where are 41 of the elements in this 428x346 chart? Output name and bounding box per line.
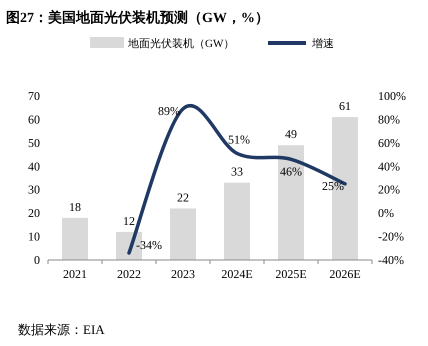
- bar: [170, 208, 196, 260]
- bar: [62, 218, 88, 260]
- y-tick-label: 0: [34, 253, 40, 267]
- y2-tick-label: 60%: [378, 136, 400, 150]
- x-tick-label: 2024E: [221, 267, 253, 281]
- bar: [278, 145, 304, 260]
- x-tick-label: 2026E: [329, 267, 361, 281]
- data-label: 12: [123, 214, 135, 228]
- y2-tick-label: 40%: [378, 159, 400, 174]
- y-tick-label: 20: [28, 206, 40, 220]
- y-tick-label: 50: [28, 136, 40, 150]
- data-label: 22: [177, 190, 189, 204]
- data-label: 89%: [158, 104, 180, 118]
- y-tick-label: 40: [28, 159, 40, 174]
- y-tick-label: 60: [28, 112, 40, 126]
- data-label: 25%: [322, 178, 344, 193]
- data-label: 61: [339, 99, 351, 114]
- y-tick-label: 10: [28, 230, 40, 244]
- data-label: 33: [231, 164, 243, 179]
- x-tick-label: 2022: [117, 267, 141, 281]
- y2-tick-label: 0%: [378, 206, 394, 220]
- x-tick-label: 2025E: [275, 267, 307, 281]
- y2-tick-label: 20%: [378, 182, 400, 197]
- y2-tick-label: 100%: [378, 89, 406, 103]
- x-tick-label: 2023: [171, 267, 195, 281]
- source-note: 数据来源：EIA: [18, 322, 106, 337]
- legend-label: 增速: [311, 37, 334, 50]
- data-label: 46%: [280, 164, 302, 178]
- data-label: 49: [285, 127, 297, 142]
- y-tick-label: 30: [28, 182, 40, 197]
- data-label: 51%: [228, 132, 250, 146]
- bar: [224, 182, 250, 260]
- y-tick-label: 70: [28, 89, 40, 103]
- legend-label: 地面光伏装机（GW）: [127, 37, 234, 50]
- y2-tick-label: -20%: [378, 230, 404, 244]
- y2-tick-label: -40%: [378, 253, 404, 267]
- data-label: 18: [69, 200, 81, 214]
- x-tick-label: 2021: [63, 267, 87, 281]
- chart-title: 图27：美国地面光伏装机预测（GW，%）: [6, 9, 269, 26]
- data-label: -34%: [136, 238, 162, 252]
- y2-tick-label: 80%: [378, 112, 400, 126]
